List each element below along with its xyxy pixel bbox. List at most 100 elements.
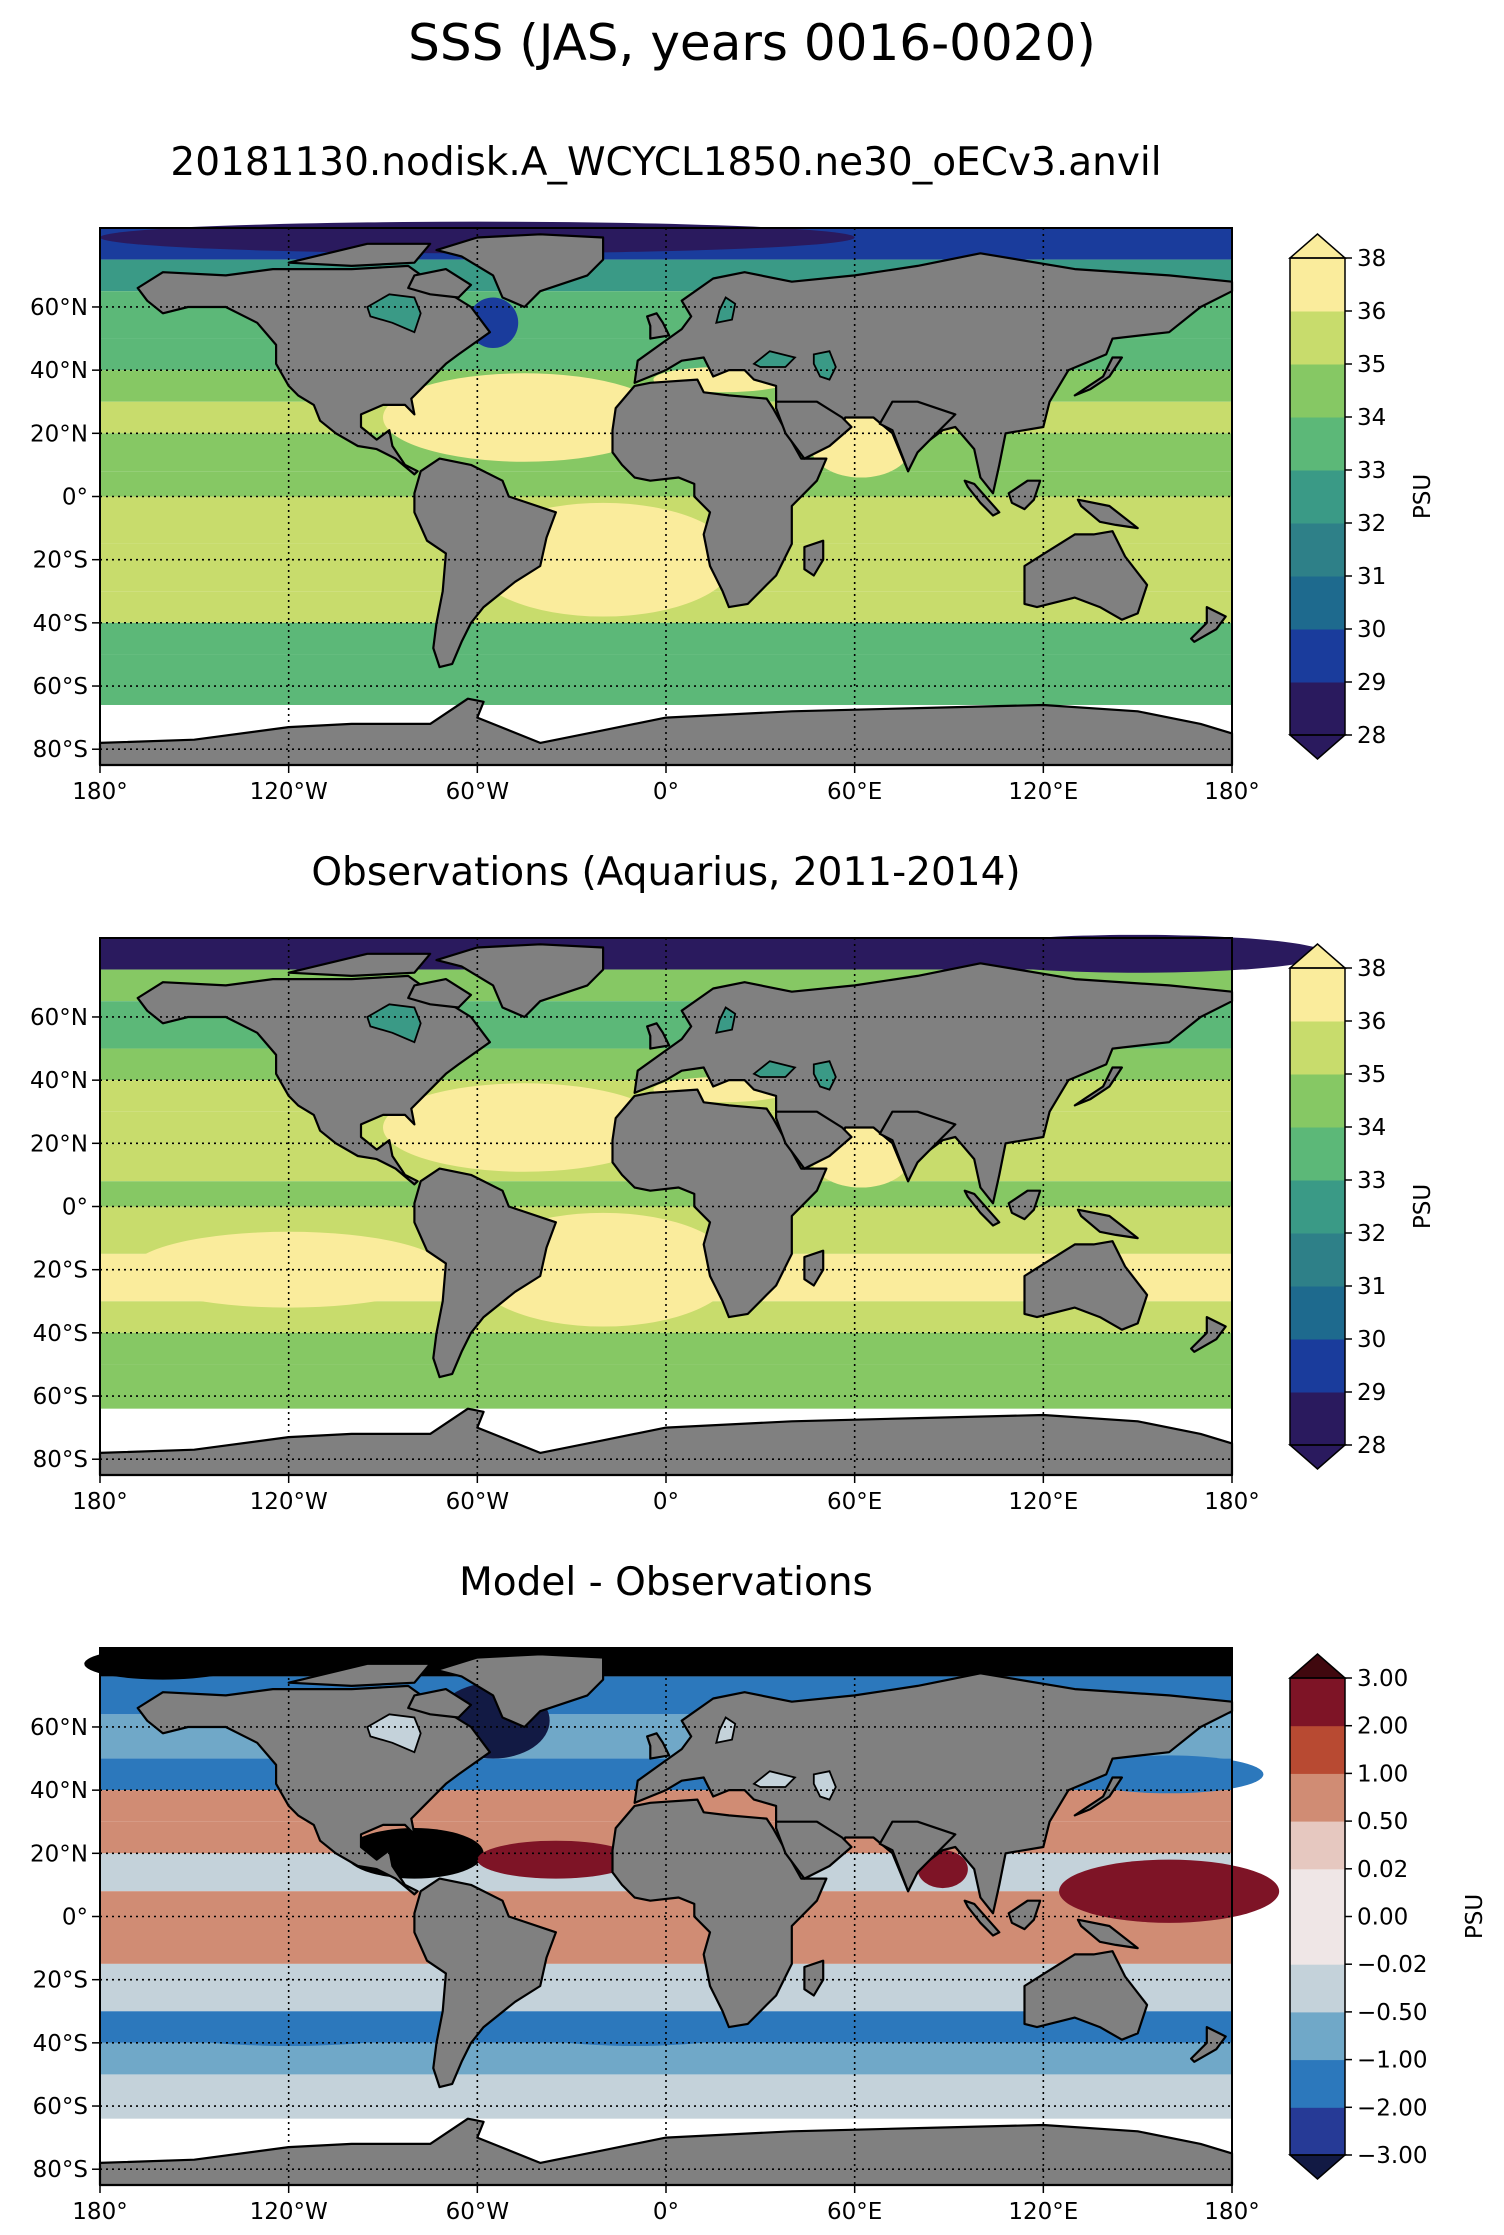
lon-tick-label: 0° (653, 779, 679, 805)
greenland-shape (435, 1653, 605, 1729)
salinity-region-subtropical-north-atlantic (383, 1083, 666, 1172)
lat-tick-label: 0° (62, 1905, 88, 1931)
figure-title: SSS (JAS, years 0016-0020) (408, 14, 1096, 72)
colorbar-tick-label: 2.00 (1357, 1714, 1408, 1740)
colorbar-segment (1290, 1678, 1345, 1727)
lat-tick-label: 80°S (33, 1447, 88, 1473)
lon-tick-label: 120°W (250, 779, 328, 805)
madagascar-shape (803, 1959, 825, 1997)
colorbar-segment (1290, 1233, 1345, 1287)
lon-tick-label: 120°E (1008, 2199, 1078, 2225)
japan-shape (1073, 356, 1123, 397)
lon-tick-label: 180° (1204, 1489, 1259, 1515)
colorbar-tick-label: −2.00 (1357, 2095, 1427, 2121)
colorbar-tick-label: 0.02 (1357, 1857, 1408, 1883)
colorbar-tick-label: −0.50 (1357, 2000, 1427, 2026)
lon-tick-label: 60°E (827, 779, 882, 805)
lat-tick-label: 60°N (30, 1005, 88, 1031)
borneo-shape (1007, 1899, 1042, 1931)
arabia-shape (775, 1110, 853, 1170)
colorbar-segment (1290, 1868, 1345, 1917)
colorbar-tick-label: 36 (1357, 299, 1386, 325)
baltic-sea-shape (715, 1716, 737, 1744)
colorbar-segment (1290, 682, 1345, 736)
lon-tick-label: 120°E (1008, 1489, 1078, 1515)
colorbar-frame (1289, 257, 1346, 736)
colorbar-extend-min (1288, 2154, 1347, 2180)
colorbar-segment (1290, 2059, 1345, 2108)
colorbar: −3.00 −2.00 −1.00 −0.50 −0.02 0.00 0.02 0.50 1.0… (1288, 1653, 1488, 2180)
gridlines (100, 228, 1232, 765)
africa-shape (611, 1798, 828, 2029)
colorbar-segment (1290, 2107, 1345, 2156)
salinity-region-western-tropical-pacific (1059, 1859, 1280, 1923)
black-sea-shape (752, 1770, 797, 1788)
colorbar-segment (1290, 1916, 1345, 1965)
lat-tick-label: 20°N (30, 1131, 88, 1157)
lat-tick-label: 20°N (30, 1841, 88, 1867)
lon-tick-label: 0° (653, 2199, 679, 2225)
arabia-shape (775, 400, 853, 460)
lon-tick-label: 120°E (1008, 779, 1078, 805)
japan-shape (1073, 1776, 1123, 1817)
lon-tick-label: 120°W (250, 1489, 328, 1515)
lon-tick-label: 180° (1204, 2199, 1259, 2225)
colorbar-tick-label: 33 (1357, 458, 1386, 484)
colorbar: 28 29 30 31 32 33 34 35 36 38 PSU (1288, 943, 1436, 1470)
colorbar-segment (1290, 311, 1345, 365)
colorbar-segment (1290, 968, 1345, 1022)
sumatra-shape (963, 479, 1001, 517)
lon-tick-label: 60°W (446, 779, 510, 805)
india-shape (878, 400, 957, 473)
salinity-region-south-pacific (162, 2014, 415, 2047)
colorbar-tick-label: −0.02 (1357, 1952, 1427, 1978)
lat-tick-label: 40°S (33, 2031, 88, 2057)
arctic-islands-shape (287, 952, 432, 977)
sumatra-shape (963, 1899, 1001, 1937)
salinity-region-tropical-north-atlantic (477, 1840, 635, 1879)
lat-tick-label: 60°N (30, 1715, 88, 1741)
salinity-band-0 (100, 1648, 1232, 1677)
colorbar-frame (1289, 967, 1346, 1446)
land-layer (98, 233, 1234, 767)
japan-shape (1073, 1066, 1123, 1107)
colorbar-tick-label: 29 (1357, 670, 1386, 696)
lat-tick-label: 60°S (33, 2094, 88, 2120)
caspian-sea-shape (812, 1770, 837, 1801)
colorbar-tick-label: 36 (1357, 1009, 1386, 1035)
colorbar-tick-label: 38 (1357, 956, 1386, 982)
colorbar-extend-min (1288, 734, 1347, 760)
lat-tick-label: 20°S (33, 548, 88, 574)
colorbar-tick-label: −3.00 (1357, 2143, 1427, 2169)
salinity-region-western-north-pacific (1074, 1755, 1264, 1794)
panel-title-difference: Model - Observations (459, 1560, 873, 1605)
lat-tick-label: 40°N (30, 1068, 88, 1094)
new-zealand-shape (1190, 606, 1227, 643)
lat-tick-label: 0° (62, 1195, 88, 1221)
colorbar-tick-label: 28 (1357, 723, 1386, 749)
uk-shape (646, 1732, 671, 1760)
greenland-shape (435, 943, 605, 1019)
lat-tick-label: 60°S (33, 1384, 88, 1410)
borneo-shape (1007, 479, 1042, 511)
lat-tick-label: 40°N (30, 358, 88, 384)
colorbar-tick-label: 35 (1357, 1062, 1386, 1088)
india-shape (878, 1820, 957, 1893)
africa-shape (611, 1088, 828, 1319)
greenland-shape (435, 233, 605, 309)
colorbar-tick-label: 33 (1357, 1168, 1386, 1194)
colorbar-segment (1290, 1180, 1345, 1234)
colorbar-segment (1290, 629, 1345, 683)
colorbar-tick-label: 1.00 (1357, 1761, 1408, 1787)
lat-tick-label: 40°S (33, 1321, 88, 1347)
colorbar-segment (1290, 1964, 1345, 2013)
colorbar-extend-max (1288, 1653, 1347, 1679)
salinity-region-arctic-shelf (84, 1648, 242, 1680)
colorbar-tick-label: 38 (1357, 246, 1386, 272)
lat-tick-label: 40°S (33, 611, 88, 637)
new-zealand-shape (1190, 1316, 1227, 1353)
australia-shape (1023, 1950, 1149, 2041)
lat-tick-label: 80°S (33, 737, 88, 763)
eurasia-shape (633, 962, 1234, 1205)
colorbar-label: PSU (1410, 474, 1436, 519)
